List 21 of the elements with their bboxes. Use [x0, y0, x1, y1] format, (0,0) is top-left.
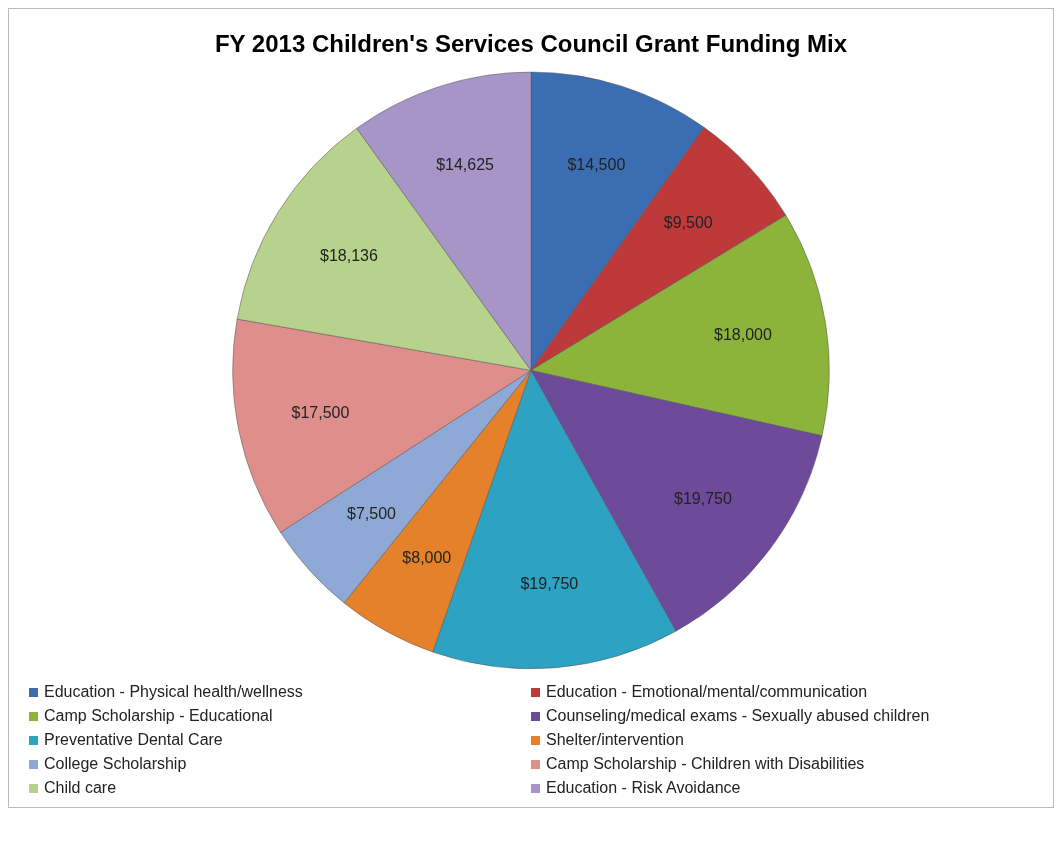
chart-title: FY 2013 Children's Services Council Grant Funding Mix: [214, 30, 848, 58]
legend-label: Education - Risk Avoidance: [546, 779, 741, 797]
legend-label: Shelter/intervention: [546, 731, 684, 749]
data-label: $7,500: [346, 504, 397, 522]
data-label: $14,625: [436, 156, 495, 174]
data-label: $17,500: [291, 403, 350, 421]
data-label: $9,500: [663, 214, 713, 232]
data-label: $18,136: [320, 246, 378, 264]
data-label: $8,000: [402, 548, 452, 566]
legend-label: Preventative Dental Care: [44, 731, 223, 749]
legend-label: Child care: [44, 779, 117, 797]
legend-label: Education - Emotional/mental/communication: [546, 683, 868, 701]
legend-label: College Scholarship: [44, 755, 187, 773]
data-label: $19,750: [520, 574, 579, 592]
legend-label: Counseling/medical exams - Sexually abused children: [546, 707, 930, 725]
legend-label: Camp Scholarship - Educational: [44, 707, 273, 725]
data-label: $14,500: [567, 156, 626, 174]
legend-label: Camp Scholarship - Children with Disabilities: [546, 755, 865, 773]
data-label: $18,000: [714, 325, 772, 343]
legend-label: Education - Physical health/wellness: [44, 683, 303, 701]
data-label: $19,750: [674, 489, 732, 507]
